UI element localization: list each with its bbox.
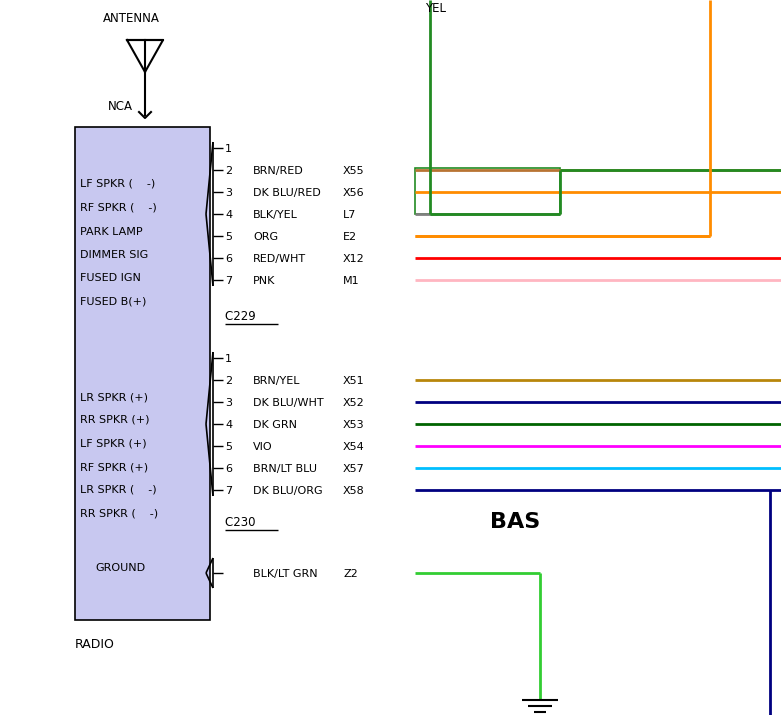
Text: VIO: VIO bbox=[253, 442, 273, 452]
Text: LR SPKR (+): LR SPKR (+) bbox=[80, 392, 148, 402]
Text: BLK/YEL: BLK/YEL bbox=[253, 210, 298, 220]
Text: BRN/RED: BRN/RED bbox=[253, 166, 304, 176]
Bar bbox=[75, 127, 210, 620]
Text: C230: C230 bbox=[225, 516, 259, 528]
Text: X57: X57 bbox=[343, 464, 365, 474]
Text: LF SPKR (    -): LF SPKR ( -) bbox=[80, 178, 155, 188]
Text: X53: X53 bbox=[343, 420, 365, 430]
Text: 2: 2 bbox=[225, 166, 232, 176]
Text: X58: X58 bbox=[343, 486, 365, 496]
Text: 4: 4 bbox=[225, 210, 232, 220]
Text: RR SPKR (    -): RR SPKR ( -) bbox=[80, 508, 158, 518]
Text: 5: 5 bbox=[225, 442, 232, 452]
Text: RED/WHT: RED/WHT bbox=[253, 254, 306, 264]
Text: YEL: YEL bbox=[425, 1, 446, 14]
Text: 3: 3 bbox=[225, 398, 232, 408]
Text: ORG: ORG bbox=[253, 232, 278, 242]
Text: 1: 1 bbox=[225, 144, 232, 154]
Text: X12: X12 bbox=[343, 254, 365, 264]
Text: ANTENNA: ANTENNA bbox=[103, 11, 160, 24]
Text: 2: 2 bbox=[225, 376, 232, 386]
Text: GROUND: GROUND bbox=[95, 563, 145, 573]
Text: E2: E2 bbox=[343, 232, 357, 242]
Bar bbox=[415, 168, 560, 214]
Text: X51: X51 bbox=[343, 376, 365, 386]
Text: NCA: NCA bbox=[108, 101, 133, 114]
Text: LF SPKR (+): LF SPKR (+) bbox=[80, 438, 147, 448]
Text: DK BLU/RED: DK BLU/RED bbox=[253, 188, 321, 198]
Text: X52: X52 bbox=[343, 398, 365, 408]
Text: BLK/LT GRN: BLK/LT GRN bbox=[253, 569, 318, 579]
Text: RF SPKR (+): RF SPKR (+) bbox=[80, 462, 148, 472]
Text: 7: 7 bbox=[225, 276, 232, 286]
Text: Z2: Z2 bbox=[343, 569, 358, 579]
Text: 7: 7 bbox=[225, 486, 232, 496]
Text: 5: 5 bbox=[225, 232, 232, 242]
Text: LR SPKR (    -): LR SPKR ( -) bbox=[80, 485, 157, 495]
Text: PNK: PNK bbox=[253, 276, 276, 286]
Text: M1: M1 bbox=[343, 276, 359, 286]
Text: L7: L7 bbox=[343, 210, 356, 220]
Text: BRN/YEL: BRN/YEL bbox=[253, 376, 301, 386]
Text: 6: 6 bbox=[225, 464, 232, 474]
Text: FUSED B(+): FUSED B(+) bbox=[80, 296, 146, 306]
Text: RR SPKR (+): RR SPKR (+) bbox=[80, 415, 149, 425]
Text: 3: 3 bbox=[225, 188, 232, 198]
Text: 1: 1 bbox=[225, 354, 232, 364]
Text: 6: 6 bbox=[225, 254, 232, 264]
Text: C229: C229 bbox=[225, 310, 259, 322]
Text: X54: X54 bbox=[343, 442, 365, 452]
Text: FUSED IGN: FUSED IGN bbox=[80, 273, 141, 283]
Text: DK GRN: DK GRN bbox=[253, 420, 297, 430]
Text: BRN/LT BLU: BRN/LT BLU bbox=[253, 464, 317, 474]
Text: PARK LAMP: PARK LAMP bbox=[80, 227, 143, 237]
Text: RF SPKR (    -): RF SPKR ( -) bbox=[80, 202, 157, 212]
Text: 4: 4 bbox=[225, 420, 232, 430]
Text: DK BLU/WHT: DK BLU/WHT bbox=[253, 398, 323, 408]
Text: X55: X55 bbox=[343, 166, 365, 176]
Text: RADIO: RADIO bbox=[75, 638, 115, 651]
Text: DIMMER SIG: DIMMER SIG bbox=[80, 250, 148, 260]
Text: DK BLU/ORG: DK BLU/ORG bbox=[253, 486, 323, 496]
Text: BAS: BAS bbox=[490, 512, 540, 532]
Text: X56: X56 bbox=[343, 188, 365, 198]
